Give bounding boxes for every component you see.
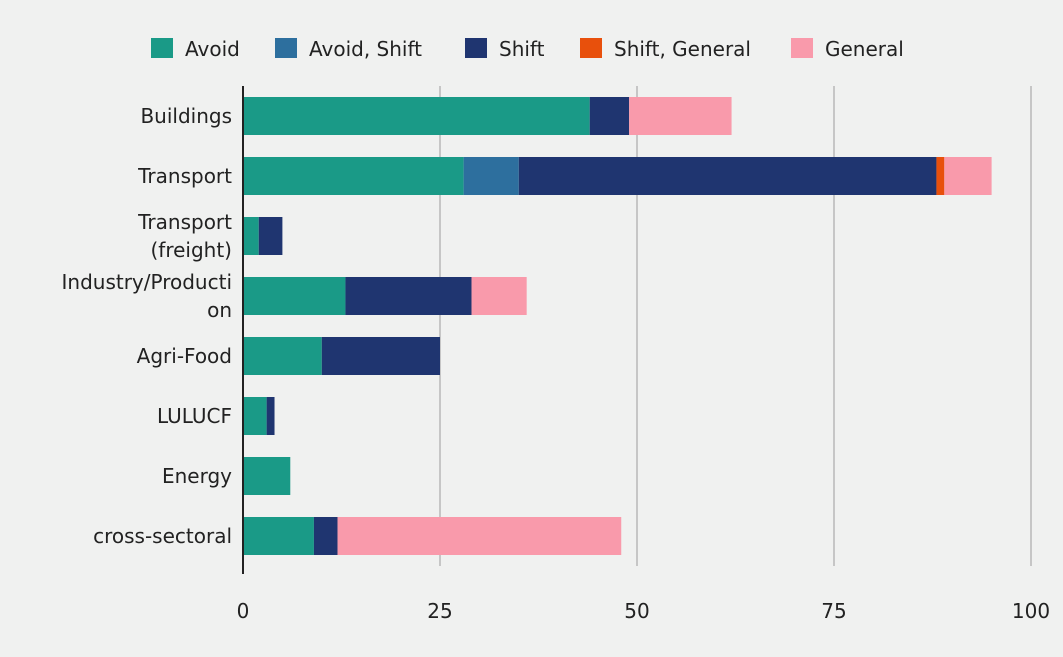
bar-transport-avoid: [243, 157, 464, 195]
category-label: cross-sectoral: [93, 524, 232, 548]
x-tick-label: 100: [1012, 599, 1050, 623]
legend-item-avoid: Avoid: [151, 37, 240, 61]
category-label: Buildings: [140, 104, 232, 128]
bar-industry-producti-on-general: [471, 277, 527, 315]
category-label: LULUCF: [157, 404, 232, 428]
bar-cross-sectoral-shift: [313, 517, 338, 555]
category-label: Industry/Producti on: [62, 270, 233, 322]
category-label-line: cross-sectoral: [93, 524, 232, 548]
bar-transport-shift-general: [936, 157, 945, 195]
x-tick-label: 25: [427, 599, 452, 623]
category-label-line: Buildings: [140, 104, 232, 128]
bar-buildings-avoid: [243, 97, 590, 135]
bar-cross-sectoral-general: [337, 517, 622, 555]
bar-buildings-shift: [589, 97, 630, 135]
legend-label: Shift, General: [614, 37, 751, 61]
category-label-line: Energy: [162, 464, 232, 488]
bar-energy-avoid: [243, 457, 291, 495]
legend-label: General: [825, 37, 904, 61]
category-label: Energy: [162, 464, 232, 488]
bar-lulucf-shift: [266, 397, 275, 435]
legend-swatch: [275, 38, 297, 58]
category-labels: Buildings Transport Transport (freight) Indu…: [62, 104, 233, 548]
category-label-line: Industry/Producti: [62, 270, 233, 294]
x-tick-label: 0: [237, 599, 250, 623]
legend: Avoid Avoid, Shift Shift Shift, General Gene…: [151, 37, 904, 61]
category-label-line: LULUCF: [157, 404, 232, 428]
category-label-line: on: [207, 298, 232, 322]
bar-cross-sectoral-avoid: [243, 517, 314, 555]
bar-transport-general: [944, 157, 992, 195]
legend-swatch: [151, 38, 173, 58]
category-label: Transport: [137, 164, 232, 188]
x-tick-label: 75: [821, 599, 846, 623]
legend-label: Avoid: [185, 37, 240, 61]
bar-transport-freight--shift: [258, 217, 283, 255]
bar-agri-food-avoid: [243, 337, 322, 375]
bar-transport-shift: [518, 157, 937, 195]
legend-item-shift-general: Shift, General: [580, 37, 751, 61]
x-tick-label: 50: [624, 599, 649, 623]
legend-item-shift: Shift: [465, 37, 545, 61]
category-label-line: (freight): [150, 238, 232, 262]
bar-agri-food-shift: [321, 337, 440, 375]
bar-buildings-general: [629, 97, 732, 135]
category-label-line: Agri-Food: [137, 344, 232, 368]
bar-transport-freight--avoid: [243, 217, 259, 255]
legend-label: Avoid, Shift: [309, 37, 422, 61]
category-label: Transport (freight): [137, 210, 232, 262]
legend-swatch: [791, 38, 813, 58]
x-tick-labels: 0 25 50 75 100: [237, 599, 1050, 623]
bar-transport-avoid-shift: [463, 157, 519, 195]
category-label-line: Transport: [137, 164, 232, 188]
bars: [243, 97, 992, 555]
legend-item-general: General: [791, 37, 904, 61]
bar-industry-producti-on-shift: [345, 277, 472, 315]
bar-industry-producti-on-avoid: [243, 277, 346, 315]
legend-label: Shift: [499, 37, 545, 61]
legend-item-avoid-shift: Avoid, Shift: [275, 37, 422, 61]
category-label-line: Transport: [137, 210, 232, 234]
legend-swatch: [465, 38, 487, 58]
category-label: Agri-Food: [137, 344, 232, 368]
legend-swatch: [580, 38, 602, 58]
bar-lulucf-avoid: [243, 397, 267, 435]
